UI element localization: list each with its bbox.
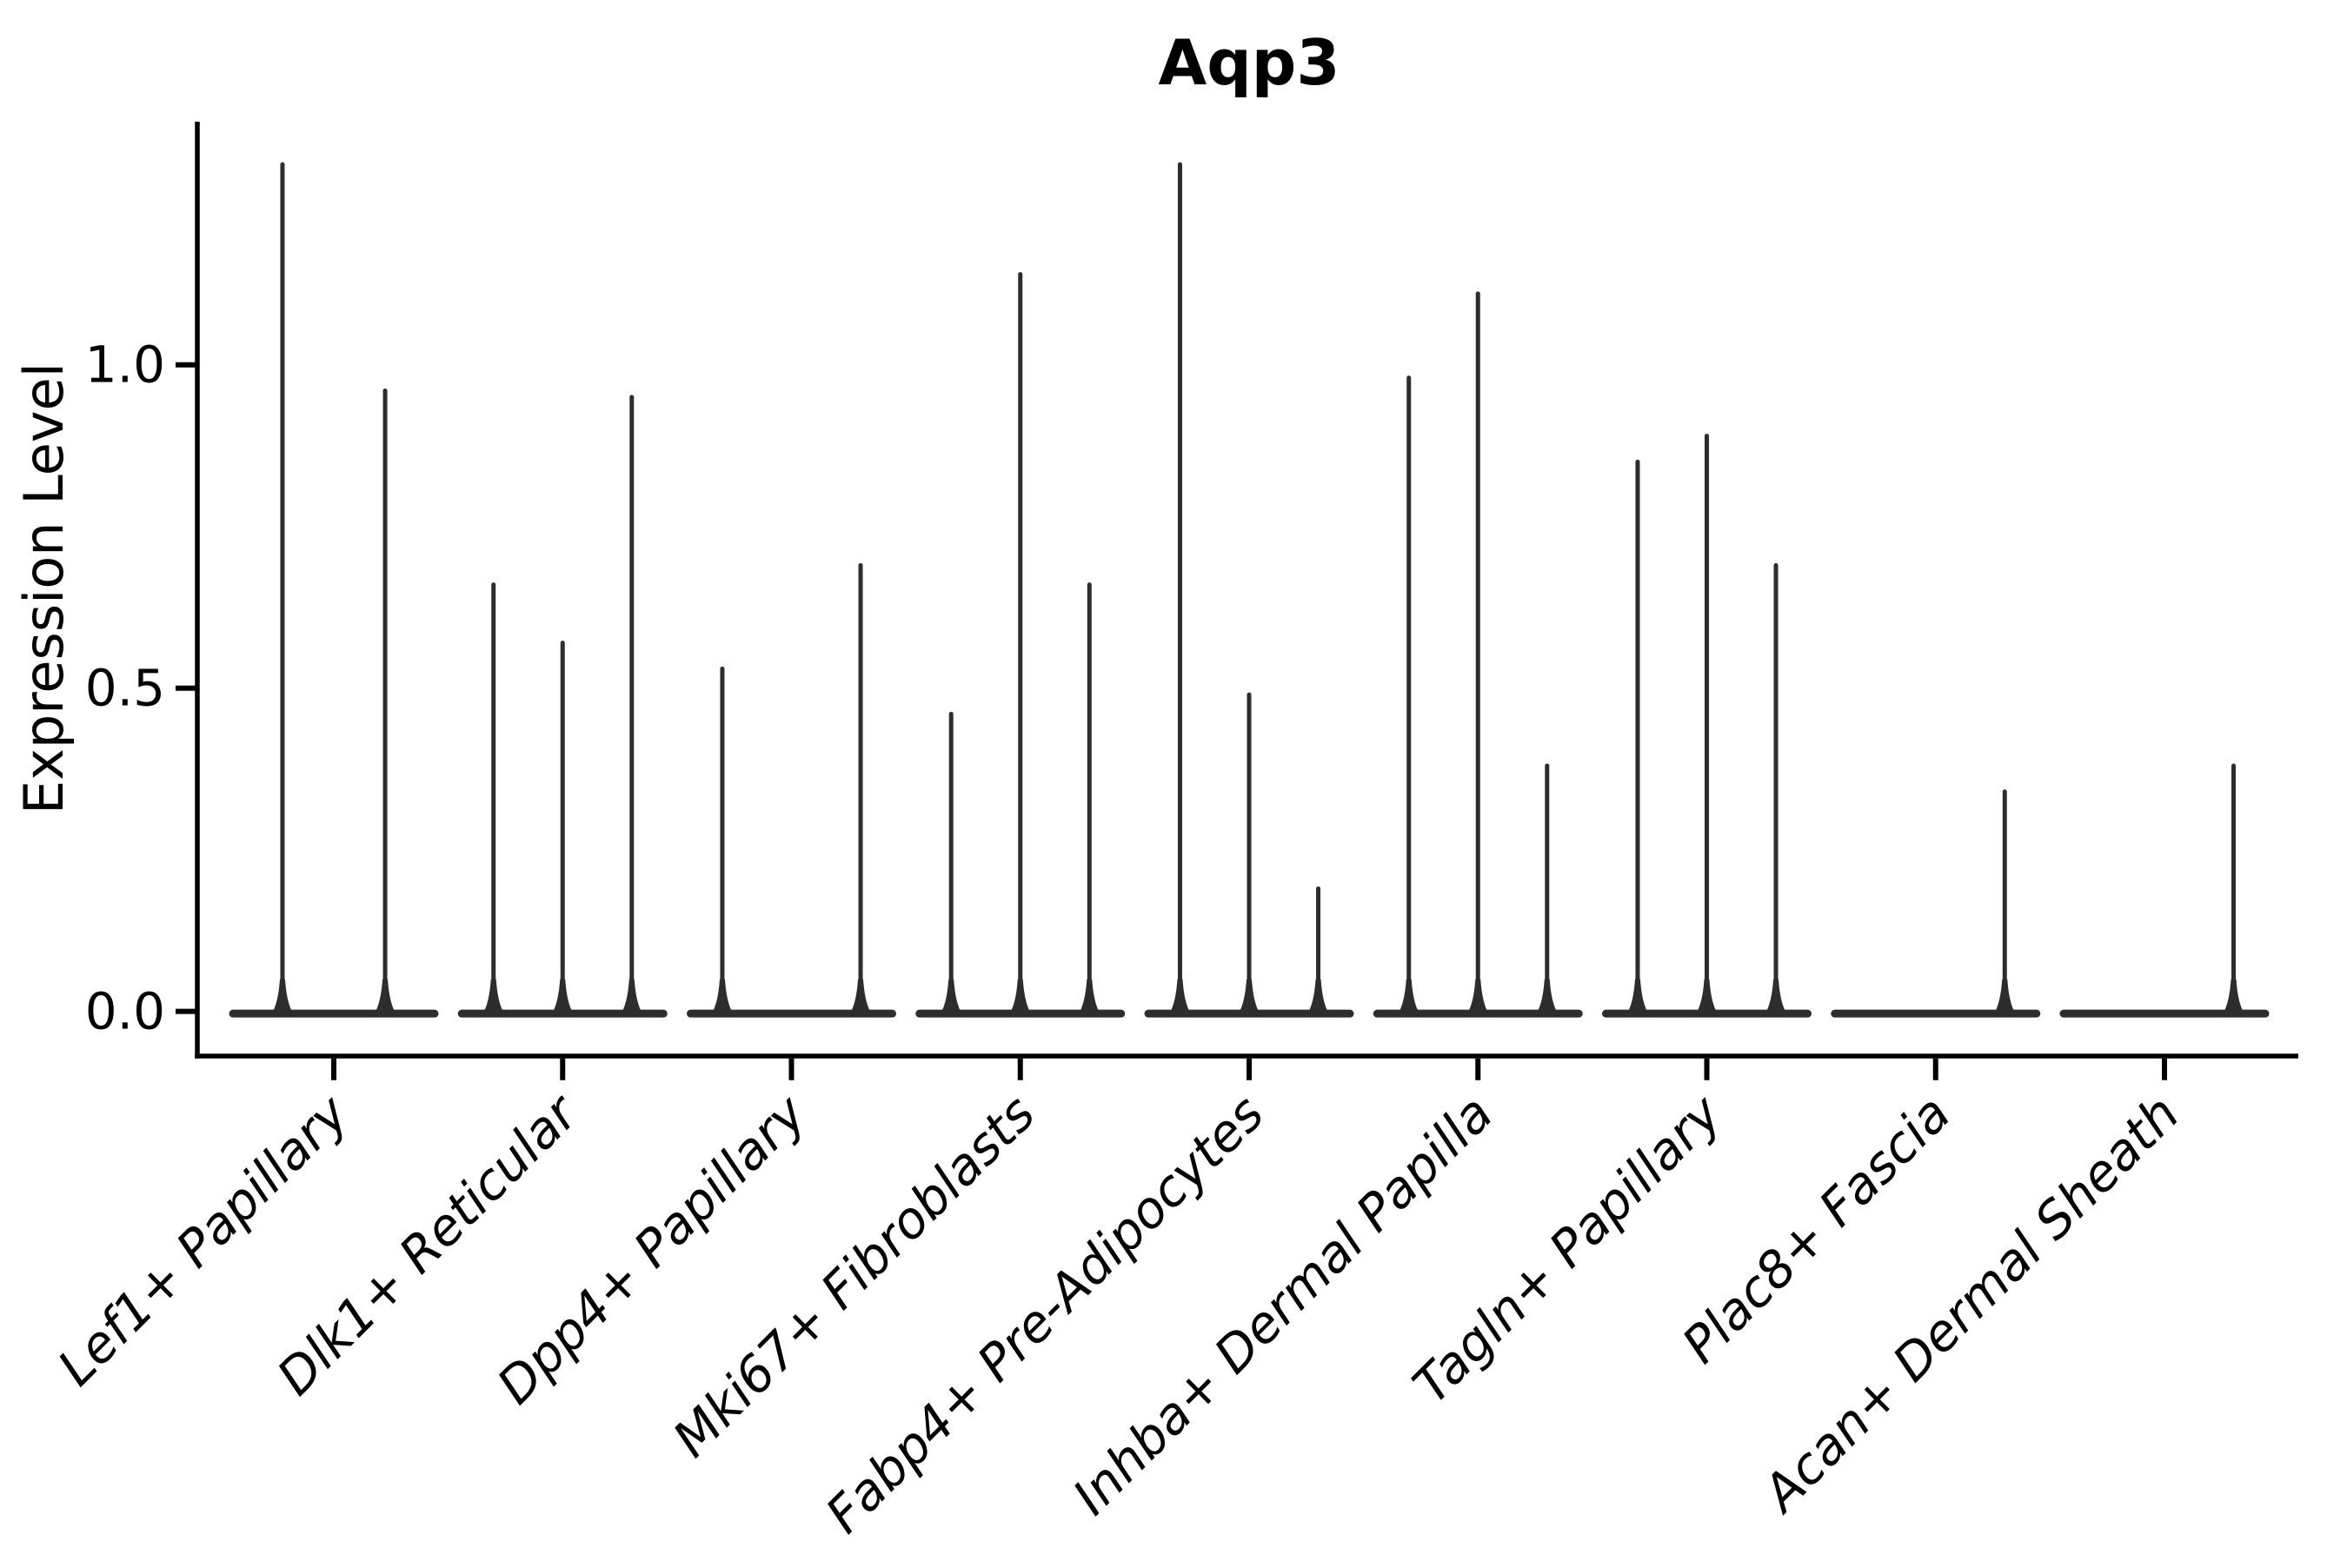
chart-title: Aqp3 (1159, 26, 1340, 99)
violin-group (1602, 434, 1812, 1018)
violin-baseline (229, 1009, 439, 1018)
x-tick-label: Acan+ Dermal Sheath (1749, 1084, 2191, 1525)
violin-baseline (687, 1009, 896, 1018)
violin-group (229, 162, 439, 1018)
violin-baseline (1831, 1009, 2041, 1018)
violin-group (1144, 162, 1354, 1018)
y-tick-label: 1.0 (85, 336, 165, 395)
violin-baseline (2059, 1009, 2270, 1018)
y-axis-label: Expression Level (12, 362, 76, 814)
violin-group (457, 395, 668, 1018)
x-tick-label: Fabp4+ Pre-Adipocytes (814, 1084, 1275, 1545)
x-tick-label: Inhba+ Dermal Papilla (1061, 1084, 1504, 1526)
violin-group (915, 272, 1126, 1018)
violin-group (687, 562, 896, 1018)
violin-group (1373, 291, 1583, 1018)
y-tick-label: 0.5 (85, 659, 165, 718)
y-tick-label: 0.0 (85, 982, 165, 1041)
violin-layer (229, 162, 2270, 1018)
violin-group (1831, 789, 2041, 1018)
axes-layer: 0.0 0.5 1.0 (85, 122, 2298, 1080)
violin-group (2059, 763, 2270, 1018)
